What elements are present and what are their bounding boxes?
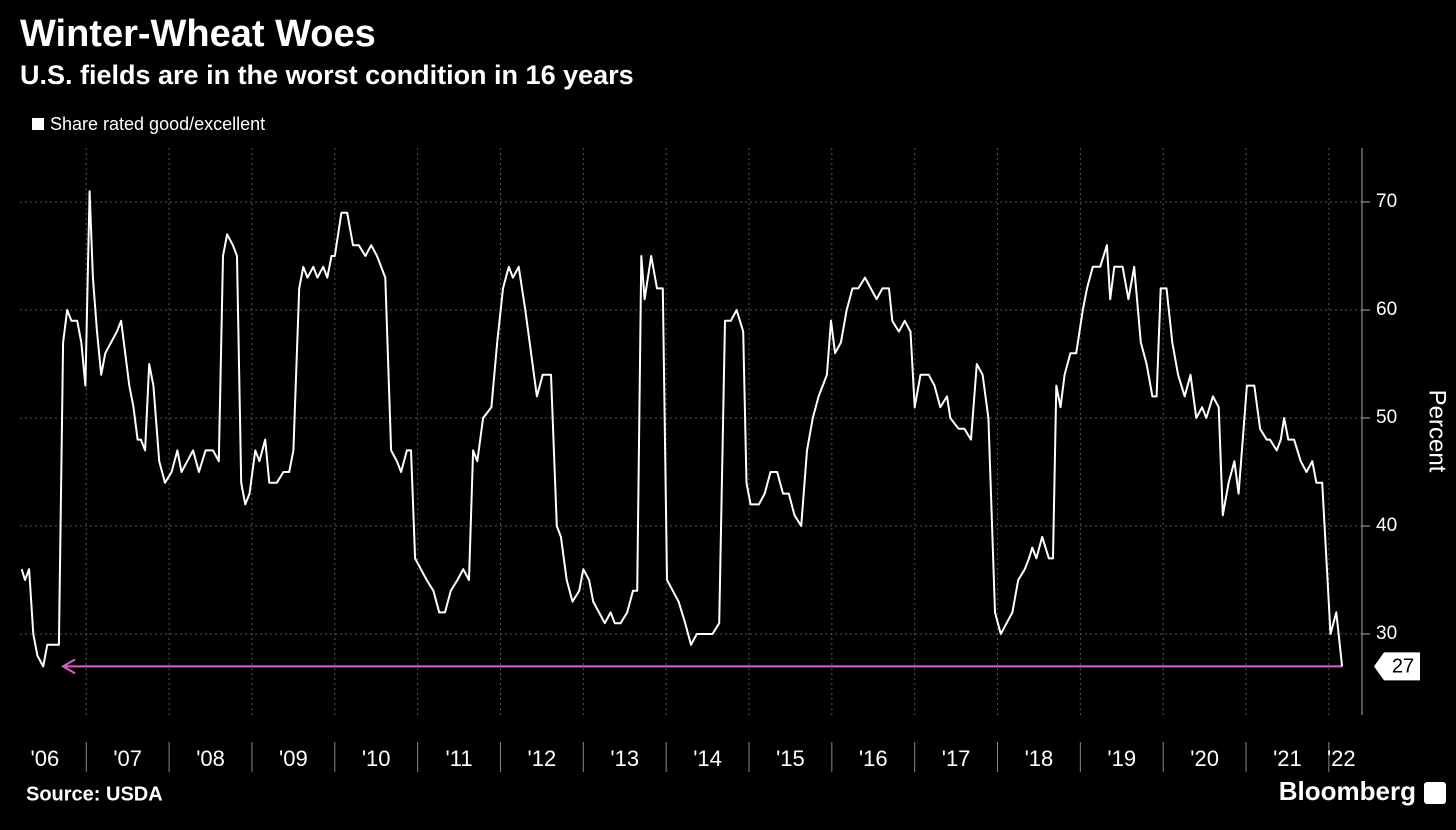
x-tick-label: '20 bbox=[1190, 746, 1219, 771]
x-tick-label: '12 bbox=[528, 746, 557, 771]
x-tick-label: '10 bbox=[362, 746, 391, 771]
x-tick-label: '21 bbox=[1273, 746, 1302, 771]
y-tick-label: 40 bbox=[1376, 515, 1397, 536]
x-tick-label: '06 bbox=[31, 746, 60, 771]
legend-swatch bbox=[32, 118, 44, 130]
y-tick-label: 60 bbox=[1376, 299, 1397, 320]
y-axis-label: Percent bbox=[1424, 390, 1451, 473]
x-tick-label: '13 bbox=[610, 746, 639, 771]
y-tick-label: 50 bbox=[1376, 407, 1397, 428]
x-tick-label: '09 bbox=[279, 746, 308, 771]
x-tick-label: '16 bbox=[859, 746, 888, 771]
source: Source: USDA bbox=[26, 783, 163, 805]
y-tick-label: 70 bbox=[1376, 191, 1397, 212]
x-tick-label: '08 bbox=[196, 746, 225, 771]
y-tick-label: 30 bbox=[1376, 623, 1397, 644]
annotation-arrowhead bbox=[61, 658, 76, 675]
x-tick-label: '14 bbox=[693, 746, 722, 771]
value-tag-label: 27 bbox=[1392, 656, 1414, 678]
x-tick-label: '22 bbox=[1327, 746, 1356, 771]
x-tick-label: '07 bbox=[113, 746, 142, 771]
brand-icon bbox=[1424, 782, 1446, 804]
brand: Bloomberg bbox=[1279, 776, 1416, 806]
x-tick-label: '15 bbox=[776, 746, 805, 771]
value-tag bbox=[1374, 652, 1420, 681]
x-tick-label: '19 bbox=[1107, 746, 1136, 771]
x-tick-label: '17 bbox=[942, 746, 971, 771]
x-tick-label: '11 bbox=[446, 746, 473, 771]
legend-label: Share rated good/excellent bbox=[50, 114, 265, 134]
series-line bbox=[20, 190, 1344, 668]
chart-subtitle: U.S. fields are in the worst condition i… bbox=[20, 60, 634, 90]
x-tick-label: '18 bbox=[1025, 746, 1054, 771]
chart-title: Winter-Wheat Woes bbox=[20, 13, 376, 55]
